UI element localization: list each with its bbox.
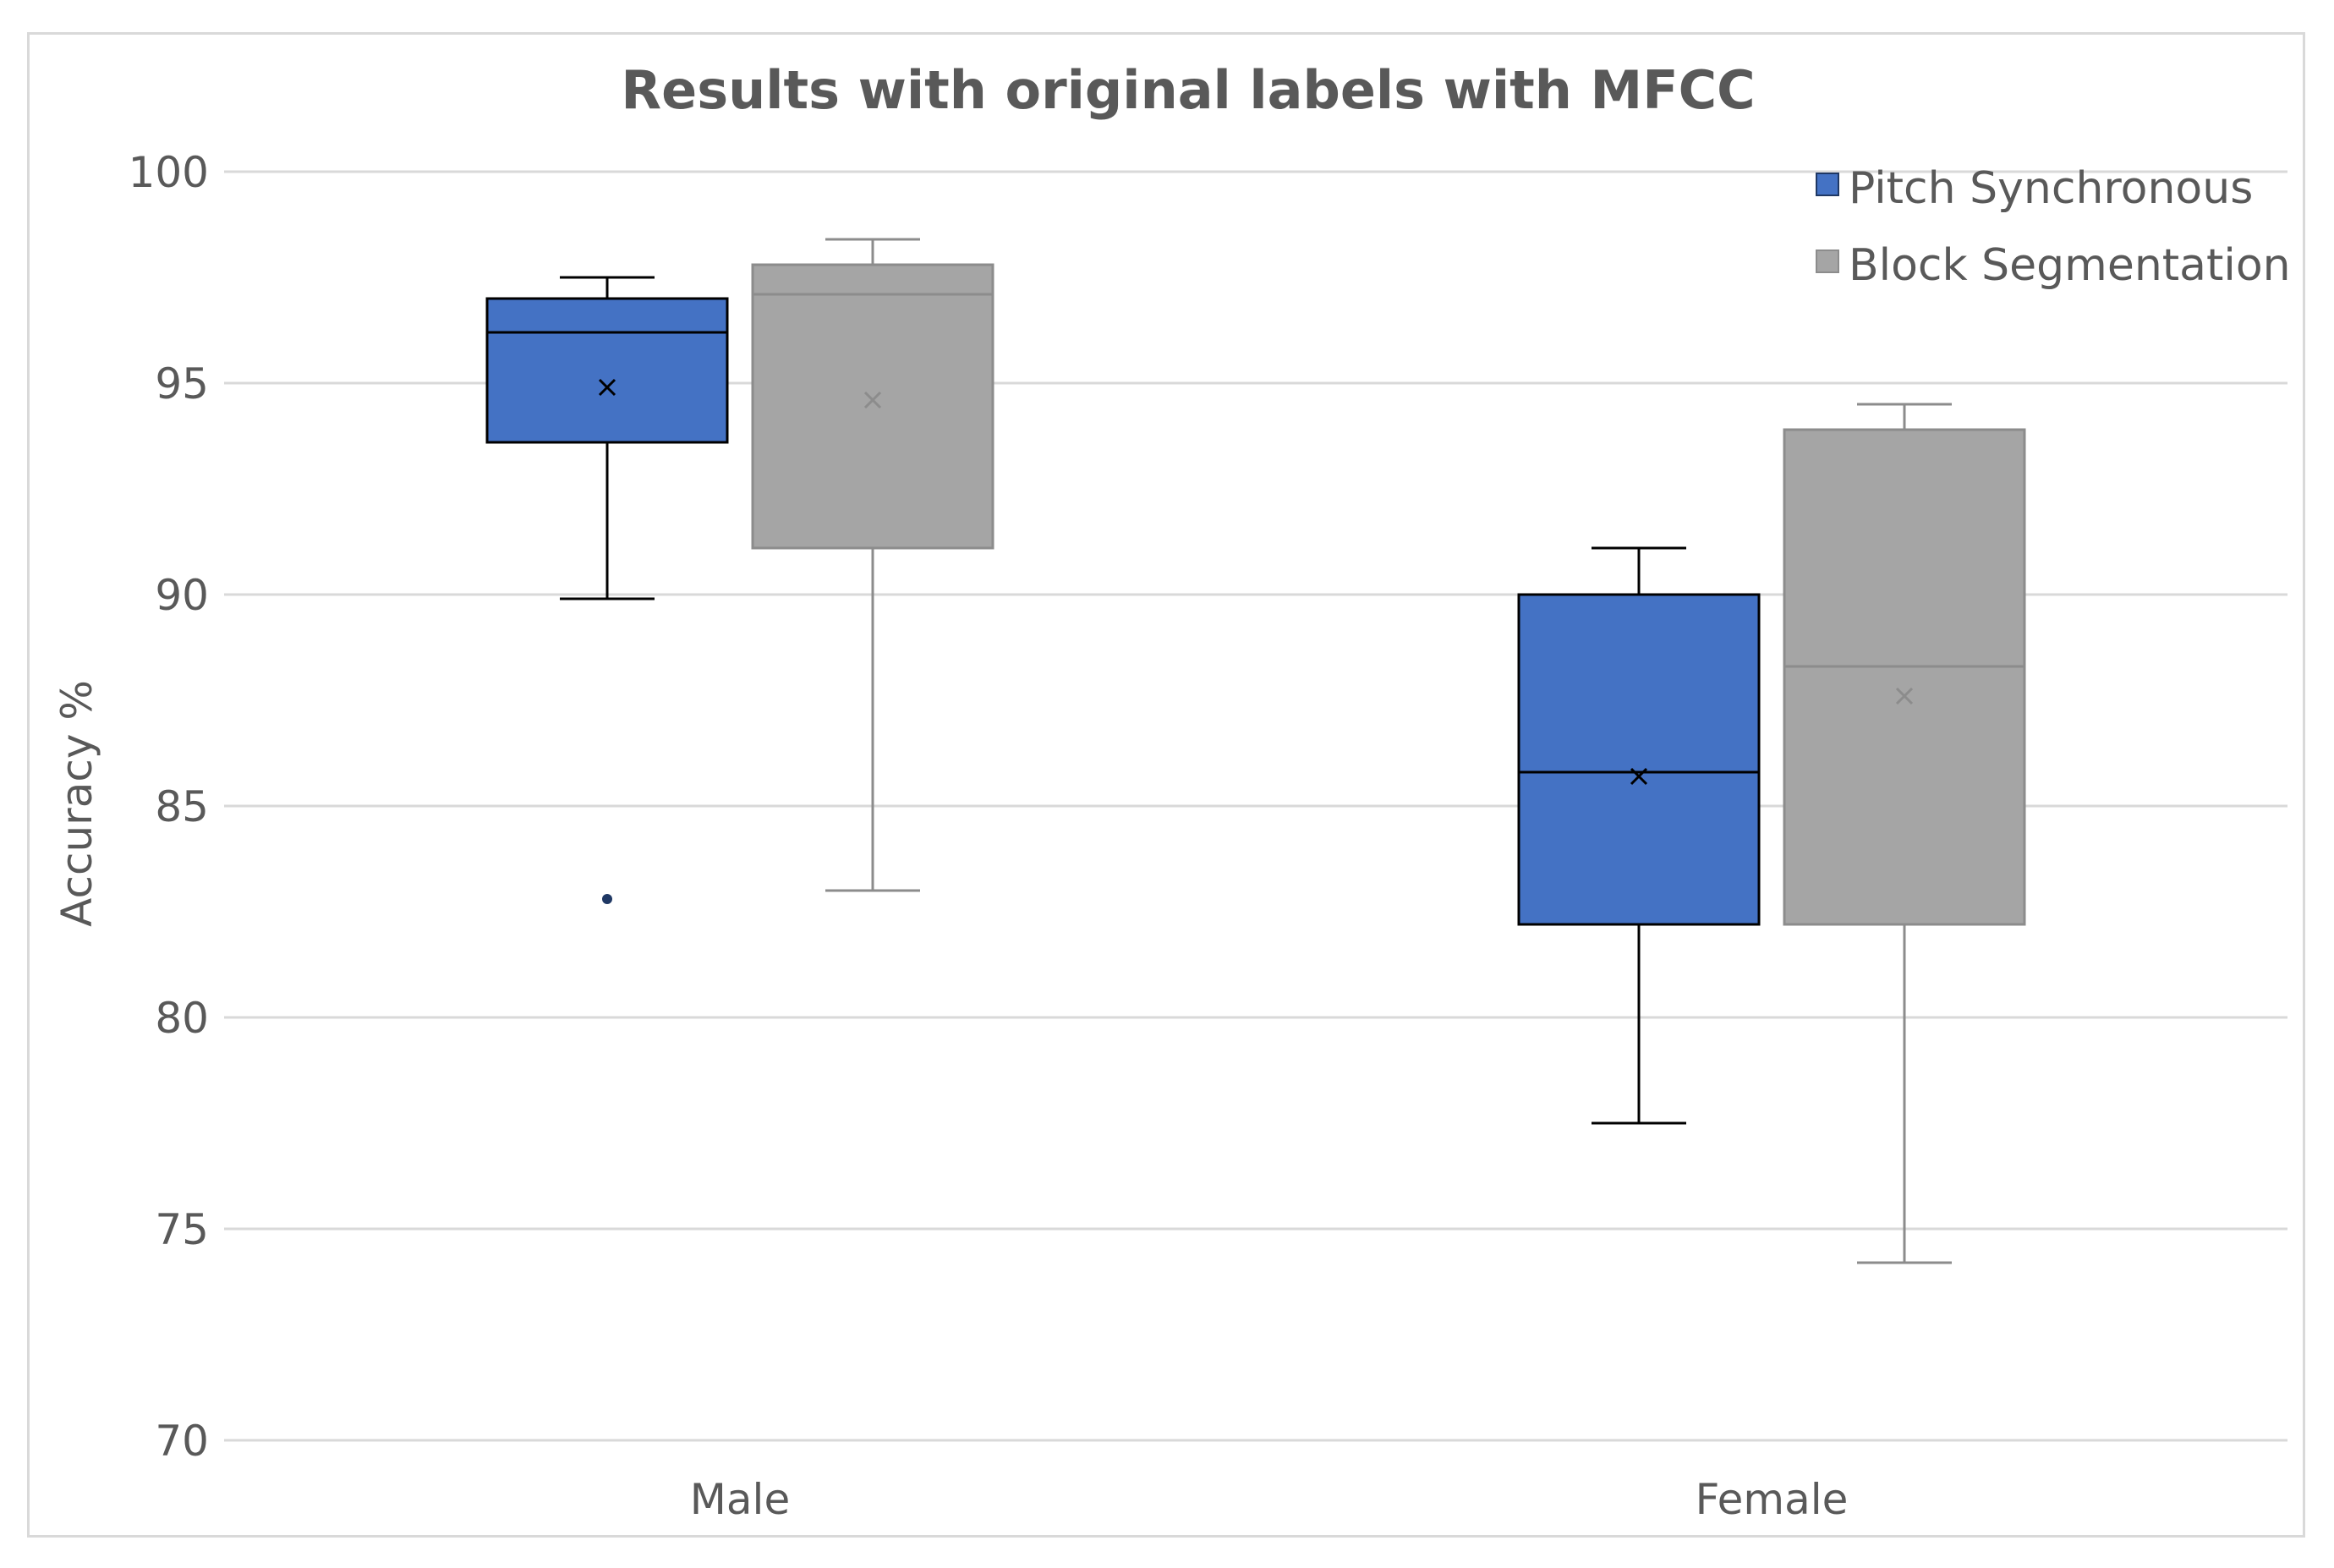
x-axis-ticks: Male Female — [690, 1475, 1849, 1524]
legend-label: Pitch Synchronous — [1849, 163, 2253, 214]
legend-label: Block Segmentation — [1849, 240, 2291, 291]
mean-marker — [598, 378, 616, 397]
iqr-box — [485, 297, 729, 444]
y-tick-label: 80 — [155, 994, 209, 1043]
gridlines — [224, 170, 2287, 1442]
outlier-point — [602, 894, 612, 904]
mean-marker — [863, 391, 882, 409]
y-tick-label: 70 — [155, 1417, 209, 1466]
y-axis-ticks: 70 75 80 85 90 95 100 — [129, 148, 209, 1466]
box-pitch-synchronous-female — [1517, 546, 1761, 1125]
y-tick-label: 95 — [155, 359, 209, 408]
mean-marker — [1630, 767, 1648, 786]
y-tick-label: 90 — [155, 571, 209, 620]
x-tick-label-female: Female — [1696, 1475, 1849, 1524]
chart-title: Results with original labels with MFCC — [621, 59, 1755, 121]
box-block-segmentation-male — [751, 238, 994, 892]
x-tick-label-male: Male — [690, 1475, 790, 1524]
iqr-box — [1517, 593, 1761, 926]
legend-swatch — [1816, 173, 1839, 196]
y-axis-title: Accuracy % — [52, 680, 101, 927]
box-pitch-synchronous-male — [485, 276, 729, 904]
box-block-segmentation-female — [1783, 403, 2026, 1264]
legend-swatch — [1816, 249, 1839, 273]
iqr-box — [1783, 428, 2026, 926]
y-tick-label: 75 — [155, 1205, 209, 1254]
boxes — [485, 238, 2026, 1264]
y-tick-label: 100 — [129, 148, 209, 197]
iqr-box — [751, 263, 994, 550]
y-tick-label: 85 — [155, 782, 209, 831]
mean-marker — [1895, 687, 1914, 705]
legend: Pitch Synchronous Block Segmentation — [1816, 163, 2291, 291]
